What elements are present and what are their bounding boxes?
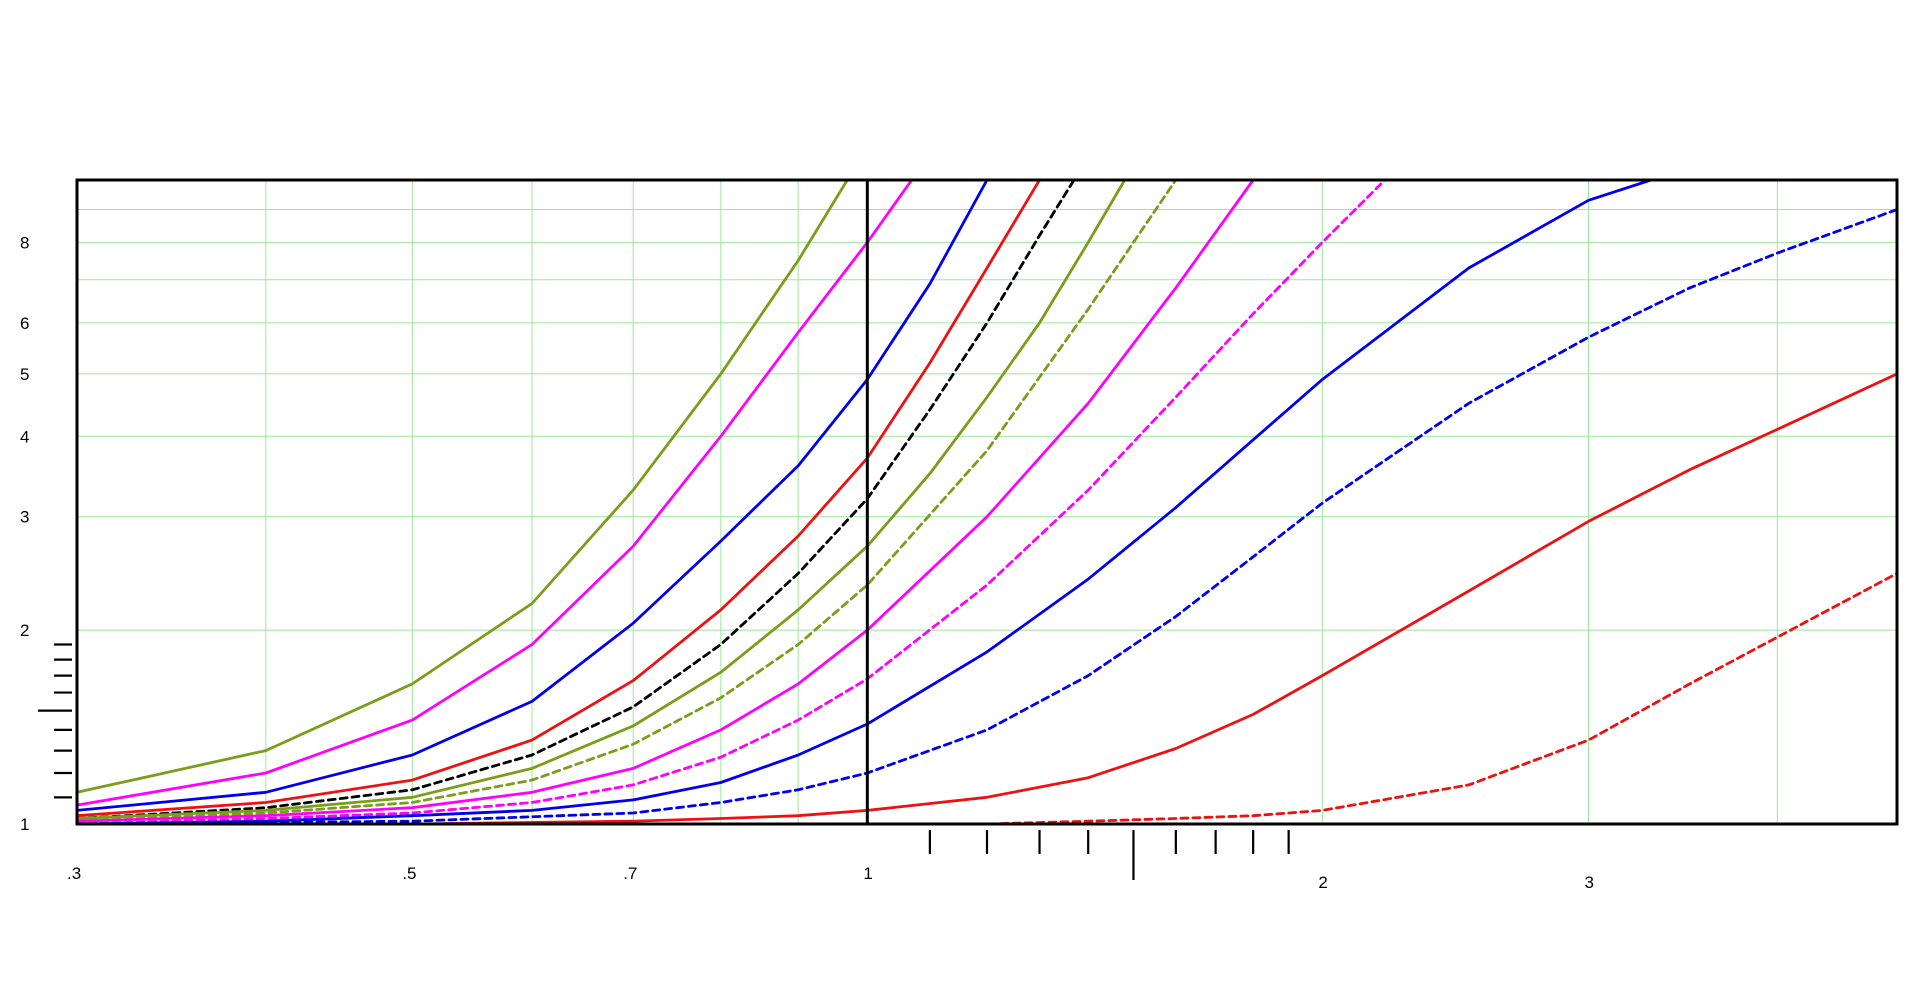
x-tick-label-3: 1 xyxy=(863,864,872,883)
series-line-3 xyxy=(75,178,1041,818)
plot-frame xyxy=(75,178,1899,826)
y-tick-label-6: 8 xyxy=(20,233,29,252)
series-line-0 xyxy=(75,178,849,794)
series-line-11 xyxy=(75,372,1899,826)
series-line-6 xyxy=(75,178,1178,823)
series-line-9 xyxy=(75,178,1653,826)
series-line-7 xyxy=(75,178,1255,823)
series-line-4 xyxy=(75,178,1076,820)
series-line-8 xyxy=(75,178,1387,826)
y-tick-label-1: 2 xyxy=(20,621,29,640)
series-line-5 xyxy=(75,178,1127,820)
tick-layer xyxy=(38,643,1290,880)
x-tick-label-0: .3 xyxy=(67,864,81,883)
series-layer xyxy=(75,178,1899,826)
series-line-12 xyxy=(75,572,1899,826)
y-tick-label-0: 1 xyxy=(20,815,29,834)
x-tick-label-5: 3 xyxy=(1584,873,1593,892)
label-layer: .3 .5 .7 1 2 3 1 2 3 4 5 6 8 xyxy=(20,233,1594,892)
y-tick-label-4: 5 xyxy=(20,365,29,384)
y-tick-label-2: 3 xyxy=(20,508,29,527)
y-tick-label-5: 6 xyxy=(20,314,29,333)
x-tick-label-4: 2 xyxy=(1318,873,1327,892)
y-tick-label-3: 4 xyxy=(20,427,29,446)
series-line-1 xyxy=(75,178,914,807)
x-tick-label-1: .5 xyxy=(402,864,416,883)
grid-layer xyxy=(77,180,1897,824)
series-line-2 xyxy=(75,178,989,812)
x-tick-label-2: .7 xyxy=(623,864,637,883)
series-line-10 xyxy=(75,208,1899,826)
